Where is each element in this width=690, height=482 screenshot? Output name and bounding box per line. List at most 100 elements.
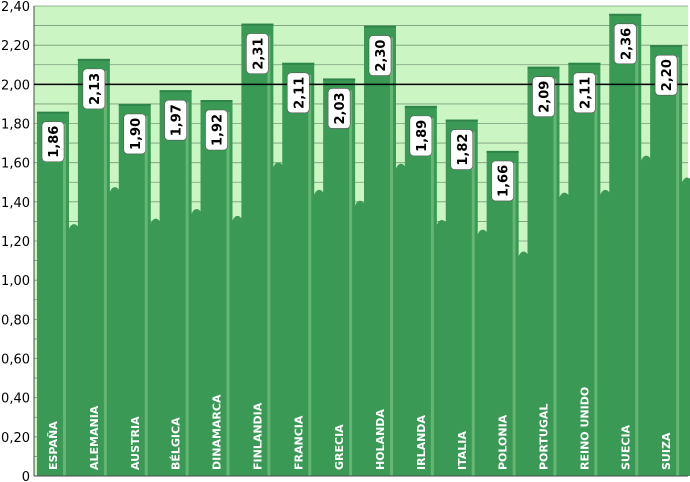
category-labels: ESPAÑA ALEMANIA AUSTRIA BÉLGICA DINAMARCA FIN… xyxy=(47,387,673,470)
value-label: 2,09 xyxy=(532,76,555,118)
category-label: DINAMARCA xyxy=(211,394,224,470)
bar-top-edge xyxy=(486,150,519,153)
bar-highlight xyxy=(103,70,107,476)
bar-highlight xyxy=(226,112,230,476)
value-label-box xyxy=(246,33,269,74)
value-label: 2,36 xyxy=(613,23,637,65)
value-label-text: 2,11 xyxy=(292,77,307,109)
bar-top-edge xyxy=(527,66,560,69)
value-label-box xyxy=(450,129,474,170)
value-label-text: 2,30 xyxy=(374,40,389,72)
y-tick-label: 1,00 xyxy=(1,274,30,289)
bar-highlight xyxy=(635,25,639,476)
bar-top-edge xyxy=(323,78,356,81)
bar-wave xyxy=(680,177,690,476)
bar-top-edge xyxy=(37,111,69,114)
category-label: REINO UNIDO xyxy=(578,387,591,470)
bar-highlight xyxy=(267,35,271,476)
bar-top-edge xyxy=(118,103,151,106)
bar-top-edge xyxy=(364,25,396,28)
value-label: 2,30 xyxy=(368,35,392,76)
bar-top-edge xyxy=(404,105,437,108)
value-label: 1,97 xyxy=(164,99,187,141)
value-label-text: 1,90 xyxy=(129,118,144,150)
bar-highlight xyxy=(594,74,598,477)
bar-top-edge xyxy=(282,62,315,65)
value-label-text: 2,09 xyxy=(538,81,553,113)
value-label-box xyxy=(41,121,65,163)
value-label: 1,92 xyxy=(205,109,228,151)
bar-highlight xyxy=(349,90,353,476)
y-tick-label: 1,40 xyxy=(1,196,30,211)
value-label-text: 2,31 xyxy=(251,38,266,70)
bar-highlight xyxy=(308,74,312,477)
bar-highlight xyxy=(512,162,516,476)
category-label: GRECIA xyxy=(333,424,346,470)
value-label-text: 2,20 xyxy=(660,59,675,91)
value-label: 2,13 xyxy=(82,68,106,110)
value-label-box xyxy=(286,72,310,114)
bar-highlight xyxy=(63,123,66,476)
bar-top-edge xyxy=(77,58,110,61)
value-label: 1,82 xyxy=(450,129,474,170)
y-tick-label: 0 xyxy=(22,470,30,482)
value-label: 2,31 xyxy=(246,33,269,74)
bar-highlight xyxy=(144,115,148,477)
value-label: 2,11 xyxy=(573,72,596,114)
value-label-text: 2,13 xyxy=(88,73,103,105)
bar xyxy=(241,23,288,476)
category-label: POLONIA xyxy=(497,414,510,470)
category-label: FRANCIA xyxy=(292,415,305,470)
value-label: 1,86 xyxy=(41,121,65,163)
bar-top-edge xyxy=(445,119,478,122)
category-label: AUSTRIA xyxy=(129,416,142,470)
category-label: BÉLGICA xyxy=(170,417,183,470)
bar xyxy=(650,45,690,477)
y-axis: 0 0,20 0,40 0,60 0,80 1,00 1,20 1,40 1,60 1,80 2,0… xyxy=(1,0,35,482)
bar-top-edge xyxy=(159,90,192,93)
category-label: HOLANDA xyxy=(374,409,387,470)
value-label-box xyxy=(613,23,637,65)
value-label-text: 1,92 xyxy=(211,114,226,146)
value-label-box xyxy=(573,72,596,114)
y-tick-label: 0,40 xyxy=(1,392,30,407)
y-tick-label: 0,20 xyxy=(1,431,30,446)
value-label-text: 2,03 xyxy=(333,92,348,124)
value-label: 2,11 xyxy=(286,72,310,114)
value-label: 2,03 xyxy=(327,88,351,129)
bar-highlight xyxy=(390,37,393,476)
y-tick-label: 1,80 xyxy=(1,118,30,133)
category-label: IRLANDA xyxy=(415,415,428,470)
category-label: ALEMANIA xyxy=(88,405,101,470)
value-label-text: 1,66 xyxy=(497,165,512,197)
value-label-box xyxy=(82,68,106,110)
bar xyxy=(282,62,329,477)
bar-highlight xyxy=(185,102,189,476)
y-tick-label: 2,40 xyxy=(1,0,30,15)
value-label-box xyxy=(491,160,514,202)
value-label: 1,90 xyxy=(123,113,147,155)
y-tick-label: 2,20 xyxy=(1,39,30,54)
y-tick-label: 0,60 xyxy=(1,353,30,368)
value-label-text: 1,86 xyxy=(47,126,62,158)
value-label-box xyxy=(164,99,187,141)
value-label: 1,89 xyxy=(409,115,433,157)
bar xyxy=(568,62,615,477)
bar-highlight xyxy=(676,57,680,477)
category-label: SUECIA xyxy=(619,424,632,470)
value-label-box xyxy=(368,35,392,76)
value-label-box xyxy=(205,109,228,151)
bar-top-edge xyxy=(241,23,274,26)
category-label: SUIZA xyxy=(660,432,673,470)
value-label-box xyxy=(532,76,555,118)
bar-highlight xyxy=(553,78,557,476)
category-label: FINLANDIA xyxy=(251,402,264,470)
y-tick-label: 0,80 xyxy=(1,313,30,328)
value-label-box xyxy=(409,115,433,157)
y-tick-label: 1,60 xyxy=(1,157,30,172)
bar-highlight xyxy=(471,131,475,477)
bar-top-edge xyxy=(200,100,233,102)
value-label-text: 1,97 xyxy=(170,104,185,136)
y-tick-label: 2,00 xyxy=(1,78,30,93)
